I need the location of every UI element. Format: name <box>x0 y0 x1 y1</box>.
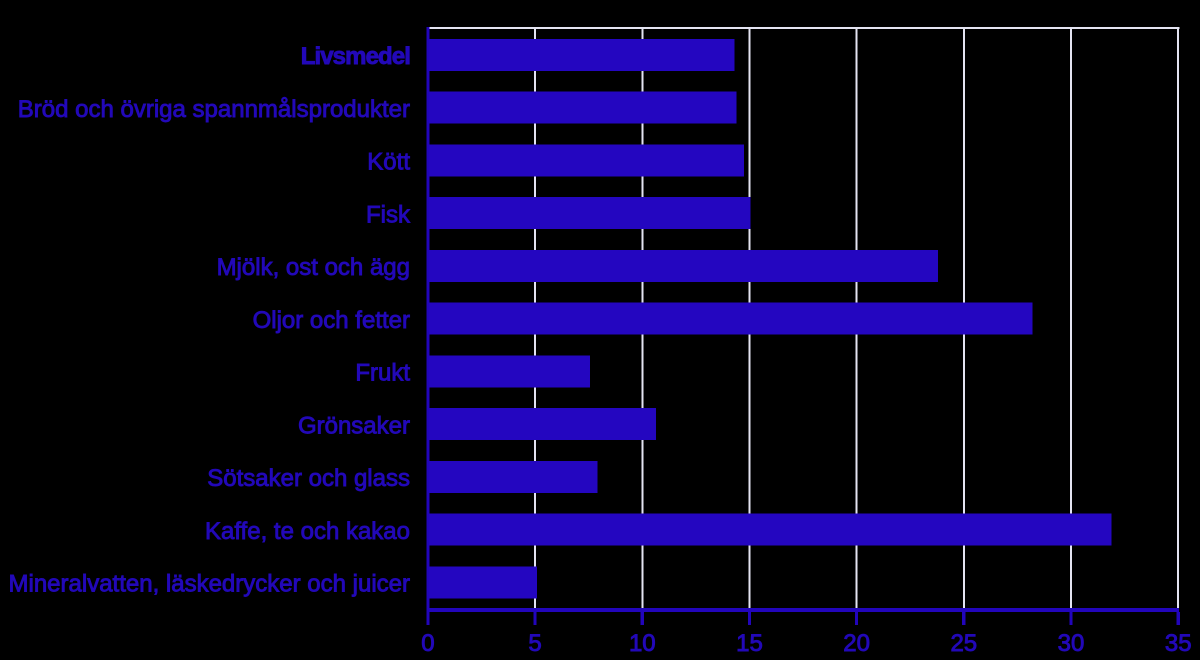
svg-text:30: 30 <box>1058 630 1085 657</box>
svg-text:Mjölk, ost och ägg: Mjölk, ost och ägg <box>217 254 410 281</box>
svg-text:20: 20 <box>843 630 870 657</box>
svg-text:0: 0 <box>421 630 434 657</box>
svg-text:Mineralvatten, läskedrycker oc: Mineralvatten, läskedrycker och juicer <box>9 571 411 598</box>
svg-text:Oljor och fetter: Oljor och fetter <box>253 307 410 334</box>
svg-text:35: 35 <box>1165 630 1192 657</box>
svg-text:Livsmedel: Livsmedel <box>301 43 410 70</box>
svg-text:Fisk: Fisk <box>366 201 411 228</box>
svg-text:Kaffe, te och kakao: Kaffe, te och kakao <box>205 518 410 545</box>
svg-text:25: 25 <box>950 630 977 657</box>
svg-text:Bröd och övriga spannmålsprodu: Bröd och övriga spannmålsprodukter <box>18 96 410 123</box>
svg-text:Grönsaker: Grönsaker <box>298 412 410 439</box>
svg-text:5: 5 <box>528 630 541 657</box>
svg-text:Frukt: Frukt <box>355 360 410 387</box>
svg-text:10: 10 <box>629 630 656 657</box>
svg-text:15: 15 <box>736 630 763 657</box>
svg-text:Kött: Kött <box>367 149 410 176</box>
svg-text:Sötsaker och glass: Sötsaker och glass <box>207 465 410 492</box>
